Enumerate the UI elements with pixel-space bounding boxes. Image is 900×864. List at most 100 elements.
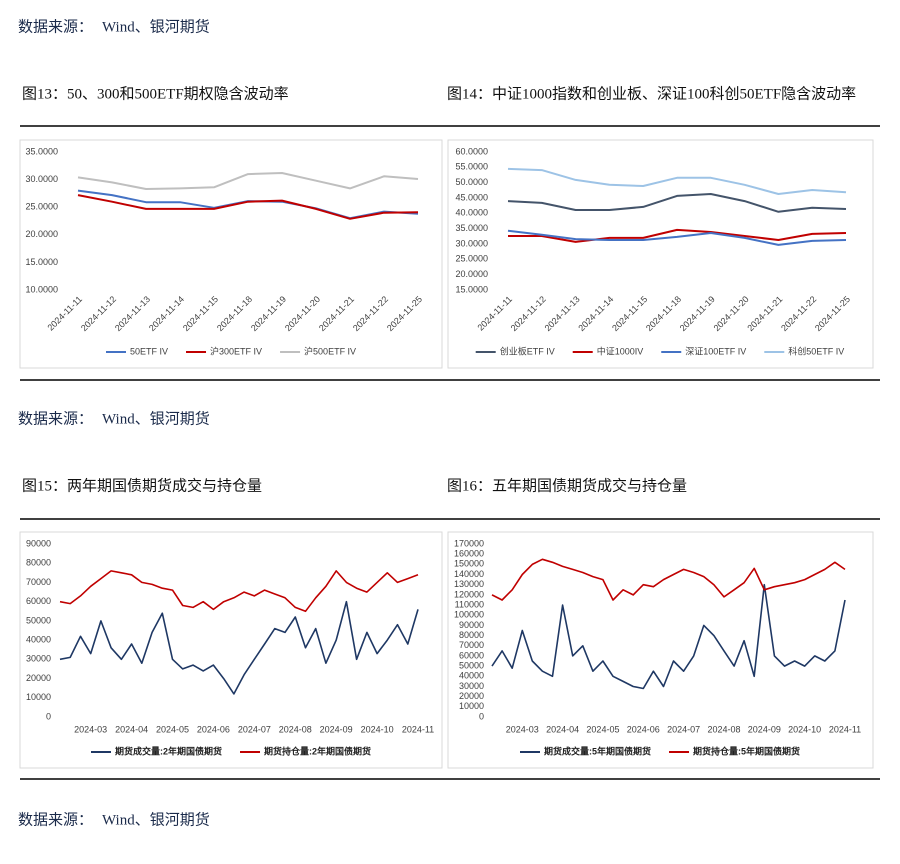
- legend-label: 科创50ETF IV: [788, 345, 844, 356]
- legend-label: 期货成交量:2年期国债期货: [115, 745, 222, 756]
- x-tick-label: 2024-09: [320, 724, 353, 734]
- y-tick-label: 35.0000: [455, 223, 488, 233]
- y-tick-label: 80000: [459, 630, 484, 640]
- y-tick-label: 10000: [459, 701, 484, 711]
- x-tick-label: 2024-11: [829, 724, 861, 734]
- source-value: Wind、银河期货: [102, 18, 210, 35]
- y-tick-label: 20.0000: [455, 269, 488, 279]
- x-tick-label: 2024-11: [402, 724, 434, 734]
- x-tick-label: 2024-06: [197, 724, 230, 734]
- legend-label: 创业板ETF IV: [500, 345, 555, 356]
- y-tick-label: 170000: [454, 538, 484, 548]
- y-tick-label: 60000: [26, 596, 51, 606]
- legend: 50ETF IV 沪300ETF IV 沪500ETF IV: [106, 345, 356, 356]
- legend-label: 沪500ETF IV: [304, 345, 356, 356]
- y-tick-label: 0: [479, 711, 484, 721]
- y-tick-label: 45.0000: [455, 192, 488, 202]
- y-tick-label: 20000: [459, 691, 484, 701]
- source-label: 数据来源：: [18, 811, 93, 828]
- x-tick-label: 2024-06: [627, 724, 660, 734]
- series-line: [507, 167, 847, 195]
- chart-title: 图14：中证1000指数和创业板、深证100科创50ETF隐含波动率: [447, 84, 856, 102]
- x-tick-label: 2024-08: [279, 724, 312, 734]
- y-tick-label: 110000: [455, 599, 484, 609]
- series-line: [59, 600, 419, 695]
- y-tick-label: 10000: [26, 692, 51, 702]
- legend: 期货成交量:5年期国债期货 期货持仓量:5年期国债期货: [520, 745, 800, 756]
- y-tick-label: 30.0000: [455, 238, 488, 248]
- y-tick-label: 30000: [26, 654, 51, 664]
- x-tick-label: 2024-10: [361, 724, 394, 734]
- y-tick-label: 40000: [459, 671, 484, 681]
- y-tick-label: 20.0000: [25, 229, 58, 239]
- y-tick-label: 35.0000: [25, 146, 58, 156]
- x-tick-label: 2024-07: [238, 724, 271, 734]
- chart-title: 图16：五年期国债期货成交与持仓量: [447, 476, 687, 494]
- chart-title: 图15：两年期国债期货成交与持仓量: [22, 476, 262, 494]
- x-tick-label: 2024-04: [546, 724, 579, 734]
- y-tick-label: 50000: [26, 615, 51, 625]
- y-tick-label: 20000: [26, 673, 51, 683]
- y-tick-label: 70000: [26, 577, 51, 587]
- y-tick-label: 30000: [459, 681, 484, 691]
- x-tick-label: 2024-05: [156, 724, 189, 734]
- x-tick-label: 2024-08: [707, 724, 740, 734]
- y-tick-label: 0: [46, 711, 51, 721]
- chart-panel: [447, 139, 874, 369]
- legend-label: 期货持仓量:5年期国债期货: [693, 745, 800, 756]
- source-label: 数据来源：: [18, 18, 93, 35]
- y-tick-label: 80000: [26, 558, 51, 568]
- legend-label: 期货持仓量:2年期国债期货: [264, 745, 371, 756]
- x-tick-label: 2024-09: [748, 724, 781, 734]
- legend-label: 50ETF IV: [130, 346, 168, 356]
- x-tick-label: 2024-07: [667, 724, 700, 734]
- chart-panel: [19, 139, 443, 369]
- y-tick-label: 25.0000: [25, 202, 58, 212]
- series-line: [491, 583, 846, 690]
- chart-panel: [19, 531, 443, 769]
- y-tick-label: 70000: [459, 640, 484, 650]
- y-tick-label: 25.0000: [455, 254, 488, 264]
- series-line: [508, 228, 847, 243]
- y-tick-label: 55.0000: [455, 162, 488, 172]
- x-tick-label: 2024-05: [586, 724, 619, 734]
- legend: 创业板ETF IV 中证1000IV 深证100ETF IV 科创50ETF IV: [475, 345, 844, 356]
- x-tick-label: 2024-10: [788, 724, 821, 734]
- chart-panel: [447, 531, 874, 769]
- y-tick-label: 130000: [454, 579, 484, 589]
- source-value: Wind、银河期货: [102, 811, 210, 828]
- y-tick-label: 100000: [454, 610, 484, 620]
- y-tick-label: 60.0000: [455, 146, 488, 156]
- y-tick-label: 40.0000: [455, 208, 488, 218]
- y-tick-label: 50.0000: [455, 177, 488, 187]
- y-tick-label: 160000: [454, 549, 484, 559]
- source-value: Wind、银河期货: [102, 410, 210, 427]
- x-tick-label: 2024-04: [115, 724, 148, 734]
- series-line: [77, 172, 419, 190]
- legend-label: 中证1000IV: [597, 345, 644, 356]
- chart-title: 图13：50、300和500ETF期权隐含波动率: [22, 85, 289, 102]
- legend-label: 深证100ETF IV: [685, 346, 746, 356]
- y-tick-label: 50000: [459, 660, 484, 670]
- y-tick-label: 10.0000: [25, 284, 58, 294]
- legend-label: 沪300ETF IV: [210, 345, 262, 356]
- y-tick-label: 150000: [454, 559, 484, 569]
- legend: 期货成交量:2年期国债期货 期货持仓量:2年期国债期货: [91, 745, 371, 756]
- series-line: [507, 229, 847, 246]
- y-tick-label: 120000: [454, 589, 484, 599]
- series-line: [59, 570, 419, 613]
- y-tick-label: 60000: [459, 650, 484, 660]
- y-tick-label: 30.0000: [25, 174, 58, 184]
- y-tick-label: 15.0000: [25, 257, 58, 267]
- y-tick-label: 90000: [26, 538, 51, 548]
- series-line: [491, 558, 846, 601]
- x-tick-label: 2024-03: [74, 724, 107, 734]
- series-line: [507, 193, 847, 213]
- y-tick-label: 90000: [459, 620, 484, 630]
- y-tick-label: 140000: [454, 569, 484, 579]
- y-tick-label: 15.0000: [455, 284, 488, 294]
- x-tick-label: 2024-03: [506, 724, 539, 734]
- y-tick-label: 40000: [26, 634, 51, 644]
